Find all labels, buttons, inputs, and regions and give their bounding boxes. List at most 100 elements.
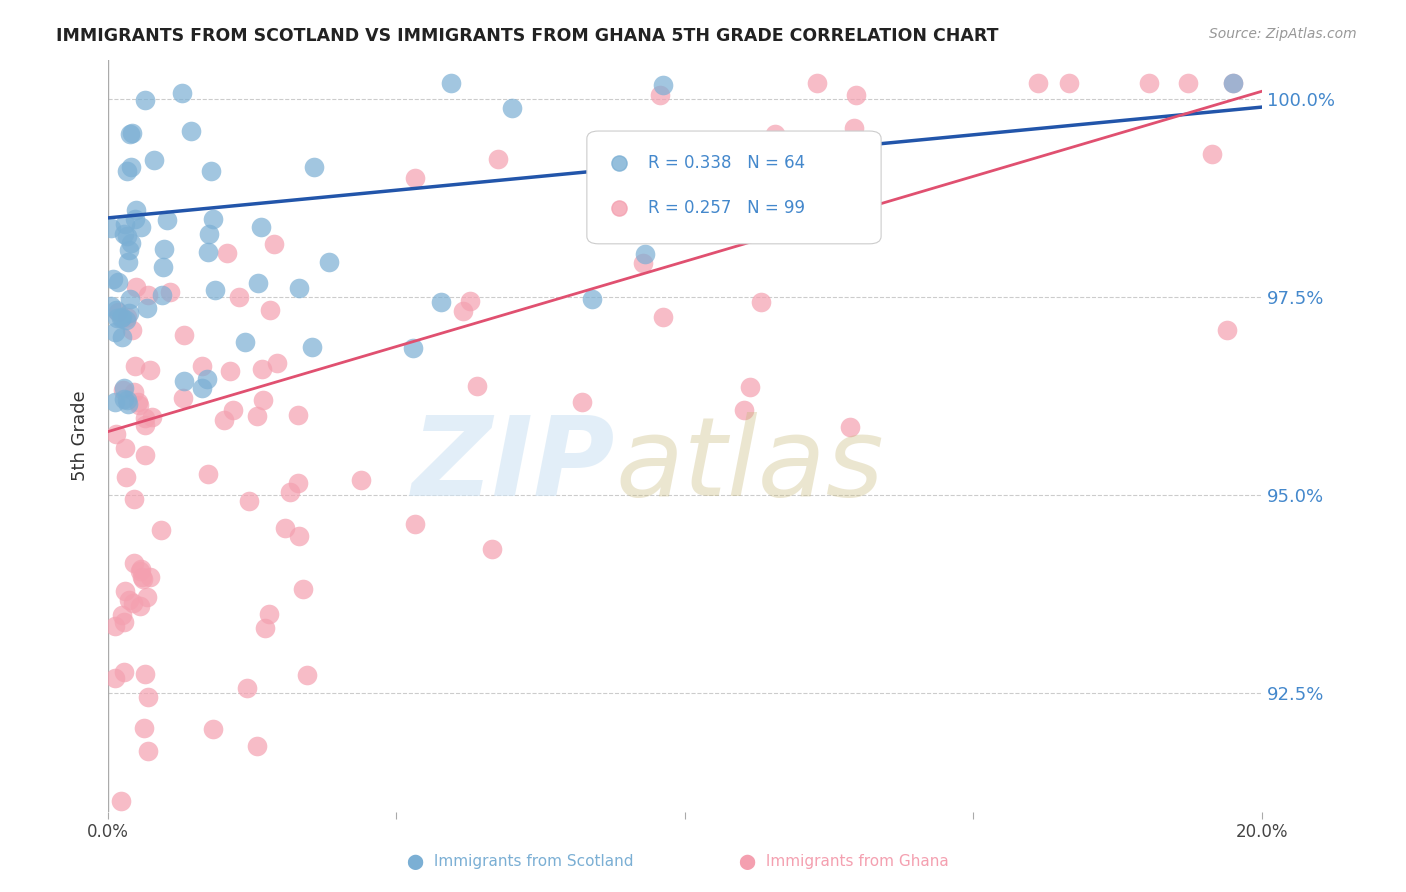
Point — [458, 293, 481, 308]
Point — [107, 305, 129, 319]
Point — [201, 722, 224, 736]
Point — [120, 235, 142, 250]
Text: atlas: atlas — [616, 412, 884, 519]
Point — [287, 409, 309, 423]
Point — [100, 221, 122, 235]
Point — [749, 295, 772, 310]
Point — [1137, 76, 1160, 90]
Point — [112, 392, 135, 407]
Point — [114, 217, 136, 231]
Point — [228, 290, 250, 304]
Point — [501, 101, 523, 115]
Point — [451, 303, 474, 318]
Point — [118, 592, 141, 607]
Point — [287, 281, 309, 295]
Point — [257, 607, 280, 621]
Point — [259, 303, 281, 318]
Point — [619, 145, 641, 159]
Point — [156, 213, 179, 227]
Point — [1177, 76, 1199, 90]
Y-axis label: 5th Grade: 5th Grade — [72, 390, 89, 481]
Point — [238, 494, 260, 508]
Point — [197, 227, 219, 241]
Point — [218, 364, 240, 378]
Point — [118, 305, 141, 319]
Point — [607, 199, 630, 213]
Point — [404, 516, 426, 531]
Point — [214, 413, 236, 427]
Point — [136, 288, 159, 302]
Point — [125, 280, 148, 294]
Point — [301, 340, 323, 354]
Point — [105, 310, 128, 325]
Text: IMMIGRANTS FROM SCOTLAND VS IMMIGRANTS FROM GHANA 5TH GRADE CORRELATION CHART: IMMIGRANTS FROM SCOTLAND VS IMMIGRANTS F… — [56, 27, 998, 45]
Point — [170, 86, 193, 100]
Point — [115, 164, 138, 178]
Point — [134, 411, 156, 425]
Point — [134, 417, 156, 432]
Point — [135, 301, 157, 316]
Point — [246, 739, 269, 754]
Point — [104, 619, 127, 633]
Text: ZIP: ZIP — [412, 412, 616, 519]
Point — [1216, 323, 1239, 337]
Point — [111, 329, 134, 343]
Point — [124, 385, 146, 400]
Point — [652, 310, 675, 325]
Point — [112, 383, 135, 397]
Point — [197, 467, 219, 481]
Point — [440, 76, 463, 90]
Point — [200, 163, 222, 178]
Point — [233, 334, 256, 349]
Point — [465, 378, 488, 392]
Point — [173, 327, 195, 342]
Point — [128, 398, 150, 412]
Point — [115, 313, 138, 327]
Point — [127, 394, 149, 409]
Point — [124, 202, 146, 217]
Point — [651, 78, 673, 92]
Point — [287, 476, 309, 491]
Point — [571, 394, 593, 409]
Point — [197, 244, 219, 259]
Point — [132, 572, 155, 586]
Point — [104, 671, 127, 685]
Point — [295, 668, 318, 682]
Point — [139, 570, 162, 584]
Point — [402, 341, 425, 355]
Point — [129, 599, 152, 613]
Point — [152, 288, 174, 302]
Point — [141, 410, 163, 425]
Point — [129, 565, 152, 579]
Point — [120, 160, 142, 174]
Point — [763, 128, 786, 142]
Point — [138, 744, 160, 758]
Point — [105, 302, 128, 317]
Point — [246, 409, 269, 424]
Point — [107, 275, 129, 289]
Point — [844, 121, 866, 136]
Point — [404, 171, 426, 186]
Point — [150, 524, 173, 538]
Point — [112, 665, 135, 679]
Point — [132, 722, 155, 736]
Text: R = 0.257   N = 99: R = 0.257 N = 99 — [648, 199, 806, 217]
Point — [105, 427, 128, 442]
Point — [1057, 76, 1080, 90]
Point — [291, 582, 314, 597]
Point — [118, 243, 141, 257]
Point — [103, 325, 125, 339]
FancyBboxPatch shape — [586, 131, 882, 244]
Point — [118, 127, 141, 141]
Point — [112, 615, 135, 630]
Point — [112, 227, 135, 241]
Point — [122, 597, 145, 611]
Point — [581, 292, 603, 306]
Point — [191, 359, 214, 373]
Point — [648, 88, 671, 103]
Point — [278, 485, 301, 500]
Point — [204, 283, 226, 297]
Point — [115, 310, 138, 325]
Point — [136, 690, 159, 705]
Point — [235, 681, 257, 696]
